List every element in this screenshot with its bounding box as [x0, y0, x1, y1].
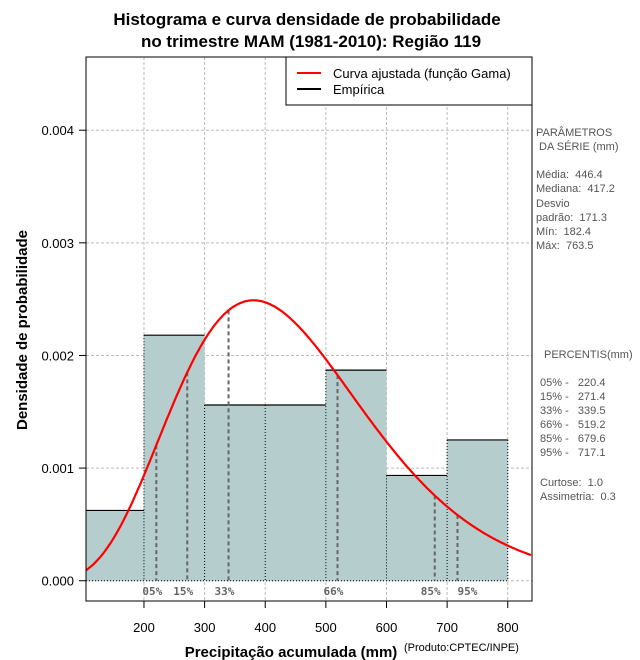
- histogram-bar: [143, 335, 205, 581]
- x-axis-label: Precipitação acumulada (mm): [185, 644, 398, 660]
- percentil-05: 05% - 220.4: [540, 377, 605, 389]
- x-tick-label: 400: [254, 620, 276, 635]
- x-tick-label: 600: [376, 620, 398, 635]
- param-mediana: Mediana: 417.2: [536, 183, 615, 195]
- legend: Curva ajustada (função Gama) Empírica: [285, 56, 533, 106]
- legend-label-curve: Curva ajustada (função Gama): [333, 66, 511, 81]
- x-tick-label: 200: [133, 620, 155, 635]
- y-tick-label: 0.004: [41, 123, 74, 138]
- x-tick-label: 700: [436, 620, 458, 635]
- histogram-bar: [386, 475, 448, 581]
- percentil-15: 15% - 271.4: [540, 391, 605, 403]
- histogram-bar: [265, 405, 326, 581]
- y-tick-label: 0.000: [41, 574, 74, 589]
- y-axis: 0.000 0.001 0.002 0.003 0.004: [41, 123, 86, 589]
- credit-label: (Produto:CPTEC/INPE): [404, 642, 519, 654]
- stat-assimetria: Assimetria: 0.3: [540, 491, 616, 503]
- percentil-33: 33% - 339.5: [540, 405, 605, 417]
- chart-title-line1: Histograma e curva densidade de probabil…: [113, 10, 500, 29]
- percentile-label: 33%: [215, 585, 235, 598]
- histogram-bar: [325, 370, 387, 581]
- y-axis-label: Densidade de probabilidade: [14, 230, 31, 430]
- y-tick-label: 0.002: [41, 348, 74, 363]
- histogram-bar: [204, 405, 266, 581]
- histogram-bar: [447, 439, 508, 581]
- x-tick-label: 800: [497, 620, 519, 635]
- stat-curtose: Curtose: 1.0: [540, 477, 603, 489]
- y-tick-label: 0.003: [41, 236, 74, 251]
- histogram-bar: [86, 510, 144, 581]
- percentile-label: 05%: [142, 585, 162, 598]
- percentiles-panel: PERCENTIS(mm) 05% - 220.4 15% - 271.4 33…: [540, 349, 633, 503]
- percentil-66: 66% - 519.2: [540, 419, 605, 431]
- density-curve-group: [85, 299, 532, 572]
- percentil-85: 85% - 679.6: [540, 433, 605, 445]
- x-axis: 200 300 400 500 600 700 800: [133, 601, 519, 635]
- x-tick-label: 300: [194, 620, 216, 635]
- chart-title-line2: no trimestre MAM (1981-2010): Região 119: [141, 32, 481, 51]
- legend-label-empirical: Empírica: [333, 82, 385, 97]
- params-title-1: PARÂMETROS: [536, 126, 612, 139]
- density-curve: [85, 299, 532, 572]
- percentis-title: PERCENTIS(mm): [544, 349, 633, 361]
- param-desvio-1: Desvio: [536, 198, 570, 210]
- percentile-label: 95%: [457, 585, 477, 598]
- param-media: Média: 446.4: [536, 169, 603, 181]
- param-min: Mín: 182.4: [536, 226, 591, 238]
- histogram-bars: [86, 334, 509, 582]
- param-max: Máx: 763.5: [536, 240, 593, 252]
- percentil-95: 95% - 717.1: [540, 447, 605, 459]
- percentile-label: 85%: [421, 585, 441, 598]
- x-tick-label: 500: [315, 620, 337, 635]
- params-title-2: DA SÉRIE (mm): [536, 140, 619, 153]
- percentile-label: 66%: [323, 585, 343, 598]
- percentile-label: 15%: [173, 585, 193, 598]
- legend-box: [285, 56, 533, 106]
- series-parameters-panel: PARÂMETROS DA SÉRIE (mm) Média: 446.4 Me…: [536, 126, 619, 252]
- y-tick-label: 0.001: [41, 461, 74, 476]
- percentile-lines: 05% 15% 33% 66% 85% 95%: [142, 310, 478, 598]
- param-desvio-2: padrão: 171.3: [536, 212, 607, 224]
